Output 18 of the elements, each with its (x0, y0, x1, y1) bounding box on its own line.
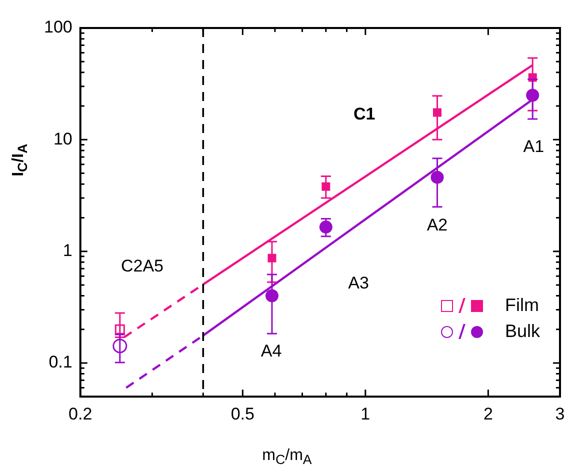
annotation: A1 (523, 137, 544, 156)
x-tick-label: 1 (360, 404, 370, 424)
annotation: A4 (260, 341, 282, 360)
x-tick-label: 2 (483, 404, 493, 424)
y-tick-label: 1 (62, 241, 72, 260)
y-tick-label: 100 (44, 18, 72, 37)
x-tick-label: 0.5 (230, 404, 254, 424)
annotation: C2A5 (120, 256, 164, 276)
y-tick-label: 0.1 (48, 352, 72, 372)
legend-label: Film (504, 295, 539, 316)
legend-label: Bulk (504, 321, 540, 342)
x-tick-label: 3 (555, 404, 565, 424)
y-tick-label: 10 (53, 129, 72, 148)
annotation: A3 (348, 273, 369, 292)
annotation: A2 (426, 215, 448, 234)
x-axis-title: m$_{C}$/m$_{A}$ (261, 447, 313, 468)
annotation: C1 (353, 104, 376, 124)
x-tick-label: 0.2 (68, 404, 92, 424)
